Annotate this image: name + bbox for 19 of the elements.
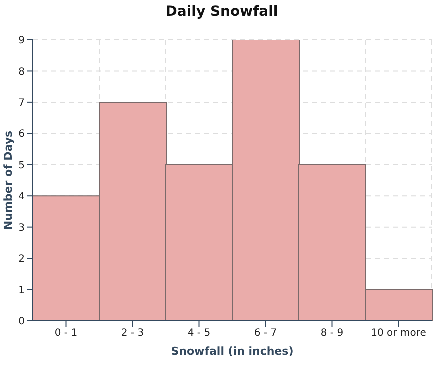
y-tick-label: 2 xyxy=(18,254,25,266)
x-tick-label: 0 - 1 xyxy=(54,328,78,340)
y-tick-label: 6 xyxy=(18,129,25,140)
x-tick-label: 10 or more xyxy=(371,328,426,340)
y-tick-label: 1 xyxy=(18,285,25,296)
x-axis-title: Snowfall (in inches) xyxy=(171,345,294,358)
chart-title: Daily Snowfall xyxy=(164,4,280,22)
y-tick-label: 4 xyxy=(18,192,25,203)
y-tick-label: 3 xyxy=(18,222,25,234)
y-tick-label: 5 xyxy=(18,160,25,172)
y-tick-label: 0 xyxy=(18,316,25,328)
x-tick-label: 2 - 3 xyxy=(121,328,144,340)
x-tick-label: 4 - 5 xyxy=(188,328,211,340)
y-tick-label: 8 xyxy=(18,66,25,78)
x-tick-label: 8 - 9 xyxy=(320,328,344,340)
x-tick-label: 6 - 7 xyxy=(254,328,278,340)
y-tick-label: 9 xyxy=(18,36,25,47)
y-tick-label: 7 xyxy=(18,98,25,109)
y-axis-title: Number of Days xyxy=(2,130,15,230)
